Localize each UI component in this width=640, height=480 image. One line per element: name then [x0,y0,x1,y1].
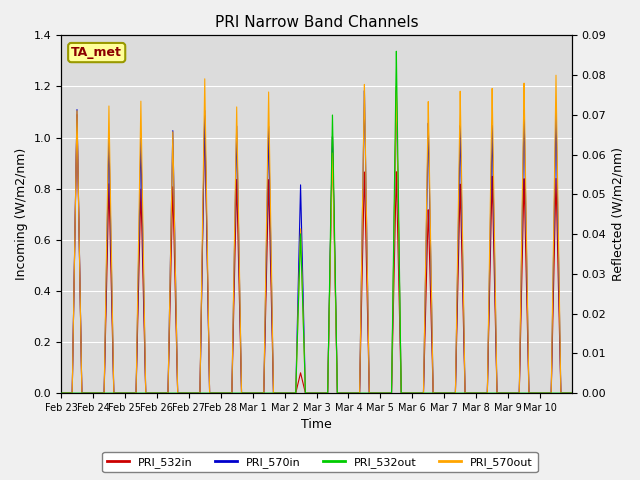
Y-axis label: Incoming (W/m2/nm): Incoming (W/m2/nm) [15,148,28,280]
Y-axis label: Reflected (W/m2/nm): Reflected (W/m2/nm) [612,147,625,281]
Title: PRI Narrow Band Channels: PRI Narrow Band Channels [214,15,419,30]
Text: TA_met: TA_met [71,46,122,59]
X-axis label: Time: Time [301,419,332,432]
Legend: PRI_532in, PRI_570in, PRI_532out, PRI_570out: PRI_532in, PRI_570in, PRI_532out, PRI_57… [102,452,538,472]
